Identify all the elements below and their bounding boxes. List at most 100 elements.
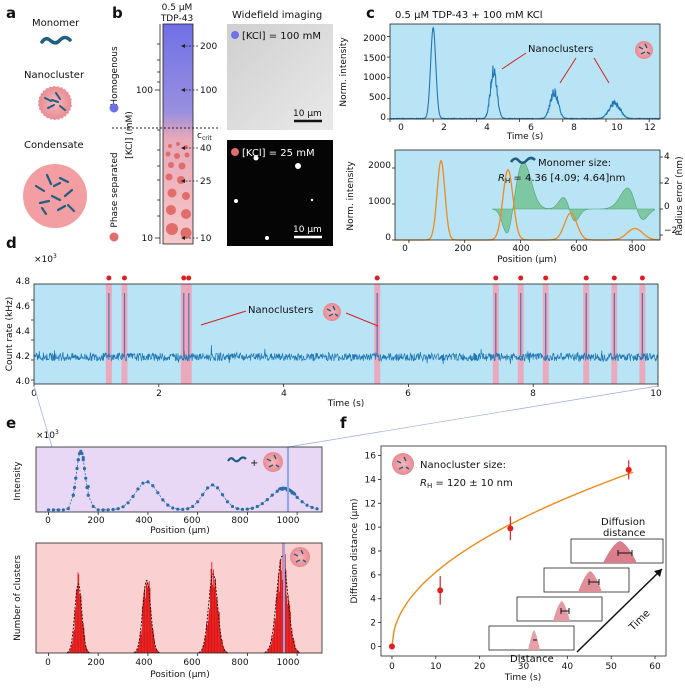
e-bot-xtick: 400	[135, 658, 152, 668]
c-monomer-size-label: Monomer size:	[538, 158, 611, 169]
e-top-point	[126, 501, 130, 505]
f-ytick: 0	[370, 642, 376, 652]
b-tick-10: 10	[142, 234, 154, 244]
c-bot-xtick: 800	[628, 244, 645, 254]
histogram-bar	[266, 651, 268, 653]
c-top-ytick: 500	[369, 93, 386, 103]
histogram-bar	[138, 645, 140, 653]
c-bot-y2tick: 4	[664, 152, 670, 162]
c-bot-y2tick: 2	[664, 177, 670, 187]
e-top-point	[76, 458, 80, 462]
e-top-point	[81, 458, 85, 462]
histogram-bar	[272, 633, 274, 653]
histogram-bar	[139, 631, 141, 653]
histogram-bar	[80, 595, 82, 653]
d-ytick: 4.0	[16, 377, 31, 387]
histogram-bar	[278, 573, 279, 653]
e-top-point	[191, 504, 195, 509]
histogram-bar	[149, 587, 151, 653]
f-xtick: 60	[649, 662, 661, 672]
histogram-bar	[155, 648, 157, 653]
histogram-bar	[68, 651, 70, 653]
e-top-xtick: 200	[87, 516, 104, 526]
histogram-bar	[287, 594, 289, 653]
nanocluster-label: Nanocluster	[24, 70, 85, 81]
inset-errorbars	[533, 550, 633, 641]
histogram-bar	[203, 644, 205, 653]
f-data-point	[437, 587, 444, 594]
e-nanocluster-icon	[263, 452, 283, 472]
histogram-bar	[136, 650, 137, 653]
histogram-bar	[272, 637, 273, 653]
histogram-bar	[218, 613, 219, 653]
e-top-point	[86, 484, 90, 489]
c-top-xtick: 12	[644, 123, 655, 133]
c-nanocluster-arrows	[501, 52, 610, 84]
e-top-ylabel: Intensity	[13, 461, 23, 501]
c-top-xtick: 0	[398, 123, 404, 133]
f-ytick: 16	[365, 452, 377, 462]
e-top-point	[161, 498, 165, 502]
panel-e: ×103 0 200 400 600 800 1000 Intensity Po…	[13, 429, 323, 680]
d-nanocluster-icon	[323, 303, 341, 321]
spike-dot	[583, 275, 589, 281]
histogram-bar	[285, 570, 287, 653]
e-bot-xtick: 200	[87, 658, 104, 668]
histogram-bar	[270, 644, 272, 653]
panel-letter-f: f	[340, 414, 347, 432]
panel-d: ×103 4.0 4.2 4.4 4.6 4.8 0 2 4 6 8 10 Co…	[5, 253, 662, 448]
histogram-bar	[287, 604, 288, 653]
e-top-point	[86, 493, 90, 497]
d-xtick: 2	[156, 389, 162, 399]
e-top-point	[111, 507, 115, 512]
e-top-xtick: 400	[135, 516, 152, 526]
d-spike-lines	[108, 293, 644, 357]
histogram-bar	[291, 628, 293, 653]
histogram-bar	[84, 635, 86, 653]
b-arrow-40: 40	[200, 144, 212, 154]
histogram-bar	[85, 644, 86, 653]
histogram-bar	[286, 595, 288, 653]
histogram-bar	[139, 638, 140, 653]
d-multiplier: ×103	[34, 253, 57, 265]
histogram-bar	[223, 647, 225, 653]
droplets	[165, 142, 192, 239]
histogram-bar	[83, 627, 85, 653]
histogram-bar	[212, 569, 214, 653]
monomer-icon	[40, 35, 72, 45]
histogram-bar	[281, 579, 283, 653]
f-ytick: 14	[365, 475, 377, 485]
histogram-bar	[205, 635, 207, 653]
histogram-bar	[219, 629, 221, 653]
histogram-bar	[267, 649, 269, 653]
histogram-bar	[212, 584, 213, 653]
panel-b: 0.5 μM TDP-43 100 10 [KCl] (mM) Homogeno…	[109, 3, 333, 246]
f-data-point	[388, 643, 395, 650]
c-top-ytick: 2000	[363, 34, 386, 44]
e-top-point	[315, 507, 319, 511]
f-xtick: 10	[430, 662, 442, 672]
histogram-bar	[140, 634, 142, 653]
c-top-xtick: 6	[528, 123, 534, 133]
e-top-point	[220, 493, 225, 497]
f-ytick: 4	[370, 595, 376, 605]
d-ytick: 4.6	[16, 302, 31, 312]
f-xtick: 50	[605, 662, 617, 672]
histogram-bar	[280, 559, 282, 653]
b-arrow-100: 100	[200, 86, 217, 96]
histogram-bar	[201, 650, 203, 653]
histogram-bar	[271, 635, 273, 653]
panel-letter-c: c	[366, 4, 375, 22]
e-top-point	[310, 505, 314, 510]
histogram-bar	[269, 645, 271, 653]
histogram-bar	[202, 647, 204, 653]
histogram-bar	[154, 645, 156, 653]
histogram-bar	[284, 554, 286, 653]
histogram-bar	[273, 627, 275, 653]
spike-dot	[611, 275, 617, 281]
ccrit-label: ccrit	[197, 131, 212, 142]
e-bot-xtick: 800	[231, 658, 248, 668]
phase-dot	[109, 232, 119, 242]
e-top-point	[146, 480, 150, 484]
c-rh-label: RH = 4.36 [4.09; 4.64]nm	[498, 173, 625, 185]
